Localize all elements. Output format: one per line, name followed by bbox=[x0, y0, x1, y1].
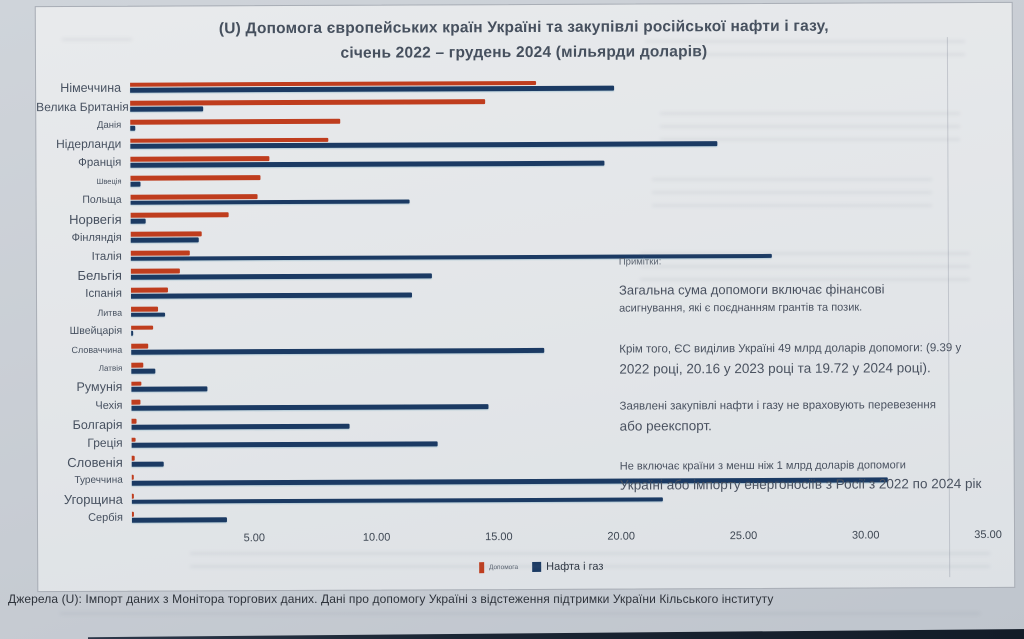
x-tick-label: 35.00 bbox=[974, 528, 1002, 542]
country-label: Румунія bbox=[76, 380, 123, 395]
x-tick-label: 15.00 bbox=[485, 531, 513, 544]
aid-bar bbox=[131, 437, 136, 443]
aid-bar bbox=[131, 381, 142, 387]
aid-bar bbox=[131, 456, 135, 461]
note-eu-aid: Крім того, ЄС виділив Україні 49 млрд до… bbox=[619, 342, 962, 377]
gas-bar bbox=[130, 141, 718, 149]
gas-bar bbox=[131, 441, 438, 448]
gas-bar bbox=[130, 181, 141, 187]
ghost-text-artifact bbox=[190, 552, 990, 574]
note-exclusion: Не включає країни з менш ніж 1 млрд дола… bbox=[619, 458, 982, 493]
gas-bar bbox=[130, 85, 615, 93]
country-label: Греція bbox=[87, 436, 123, 451]
ghost-text-artifact bbox=[645, 40, 965, 56]
ghost-text-artifact bbox=[60, 612, 980, 624]
country-label: Чехія bbox=[95, 399, 123, 412]
notes-block: Примітки: Загальна сума допомоги включає… bbox=[619, 255, 1024, 496]
source-line: Джерела (U): Імпорт даних з Монітора тор… bbox=[8, 592, 774, 606]
chart-panel: (U) Допомога європейських країн Україні … bbox=[34, 1, 1016, 593]
country-label: Фінляндія bbox=[71, 231, 122, 244]
aid-bar bbox=[131, 306, 158, 312]
country-label: Бельгія bbox=[77, 267, 122, 283]
x-tick-label: 30.00 bbox=[851, 529, 880, 542]
country-label: Болгарія bbox=[72, 417, 123, 432]
aid-bar bbox=[130, 212, 229, 218]
country-label: Сербія bbox=[88, 511, 123, 525]
aid-bar bbox=[131, 418, 137, 424]
aid-bar bbox=[131, 343, 149, 349]
ghost-text-artifact bbox=[640, 252, 970, 282]
gas-bar bbox=[130, 199, 410, 206]
country-label: Латвія bbox=[98, 363, 123, 374]
aid-bar bbox=[130, 118, 341, 125]
gas-bar bbox=[131, 496, 663, 505]
aid-bar bbox=[130, 99, 485, 106]
country-label: Німеччина bbox=[60, 81, 122, 96]
country-label: Норвегія bbox=[69, 211, 122, 227]
chart-row: Сербія bbox=[38, 505, 1014, 528]
aid-bar bbox=[131, 474, 135, 480]
gas-bar bbox=[131, 347, 545, 355]
note-aid-total: Загальна сума допомоги включає фінансові… bbox=[618, 281, 885, 315]
gas-bar bbox=[130, 106, 204, 112]
country-label: Італія bbox=[91, 250, 122, 263]
country-label: Нідерланди bbox=[56, 137, 122, 152]
gas-bar bbox=[131, 461, 164, 467]
aid-bar bbox=[130, 268, 180, 274]
aid-bar bbox=[130, 193, 258, 200]
country-label: Словенія bbox=[67, 454, 123, 470]
gas-bar bbox=[131, 386, 208, 392]
aid-bar bbox=[130, 137, 329, 144]
country-label: Франція bbox=[78, 156, 122, 170]
gas-bar bbox=[131, 331, 134, 336]
country-label: Швеція bbox=[96, 177, 122, 187]
aid-bar bbox=[130, 287, 168, 293]
x-axis: 5.00 10.00 15.00 20.00 25.00 30.00 35.00 bbox=[132, 529, 1002, 549]
country-label: Туреччина bbox=[74, 475, 123, 487]
aid-bar bbox=[130, 250, 190, 256]
country-label: Велика Британія bbox=[36, 99, 129, 115]
country-label: Іспанія bbox=[85, 287, 123, 300]
aid-bar bbox=[131, 325, 154, 331]
country-label: Литва bbox=[97, 307, 123, 318]
gas-bar bbox=[131, 423, 350, 430]
gas-bar bbox=[130, 237, 200, 243]
aid-bar bbox=[131, 512, 134, 517]
gas-bar bbox=[131, 368, 156, 374]
ghost-text-artifact bbox=[652, 178, 932, 208]
gas-bar bbox=[130, 273, 432, 280]
country-label: Швейцарія bbox=[69, 325, 123, 338]
aid-bar bbox=[131, 362, 144, 368]
aid-bar bbox=[130, 156, 270, 162]
gas-bar bbox=[131, 312, 166, 318]
gas-bar bbox=[131, 517, 228, 523]
country-label: Угорщина bbox=[63, 491, 123, 507]
note-transit: Заявлені закупівлі нафти і газу не врахо… bbox=[619, 399, 936, 434]
ghost-text-artifact bbox=[660, 112, 960, 146]
x-tick-label: 5.00 bbox=[243, 532, 266, 545]
aid-bar bbox=[130, 231, 202, 237]
ghost-text-artifact bbox=[62, 38, 132, 51]
country-label: Польща bbox=[82, 194, 122, 207]
aid-bar bbox=[130, 175, 261, 181]
gas-bar bbox=[130, 160, 605, 168]
aid-bar bbox=[131, 493, 135, 499]
country-label: Словаччина bbox=[71, 344, 123, 355]
x-tick-label: 20.00 bbox=[607, 530, 635, 543]
gas-bar bbox=[130, 292, 413, 299]
aid-bar bbox=[131, 399, 141, 405]
x-tick-label: 25.00 bbox=[729, 529, 758, 543]
x-tick-label: 10.00 bbox=[362, 531, 391, 544]
gas-bar bbox=[131, 404, 489, 411]
photo-edge-artifact bbox=[87, 629, 1024, 639]
gas-bar bbox=[130, 125, 136, 131]
country-label: Данія bbox=[97, 119, 122, 132]
gas-bar bbox=[130, 218, 146, 224]
bar-group bbox=[131, 505, 988, 527]
